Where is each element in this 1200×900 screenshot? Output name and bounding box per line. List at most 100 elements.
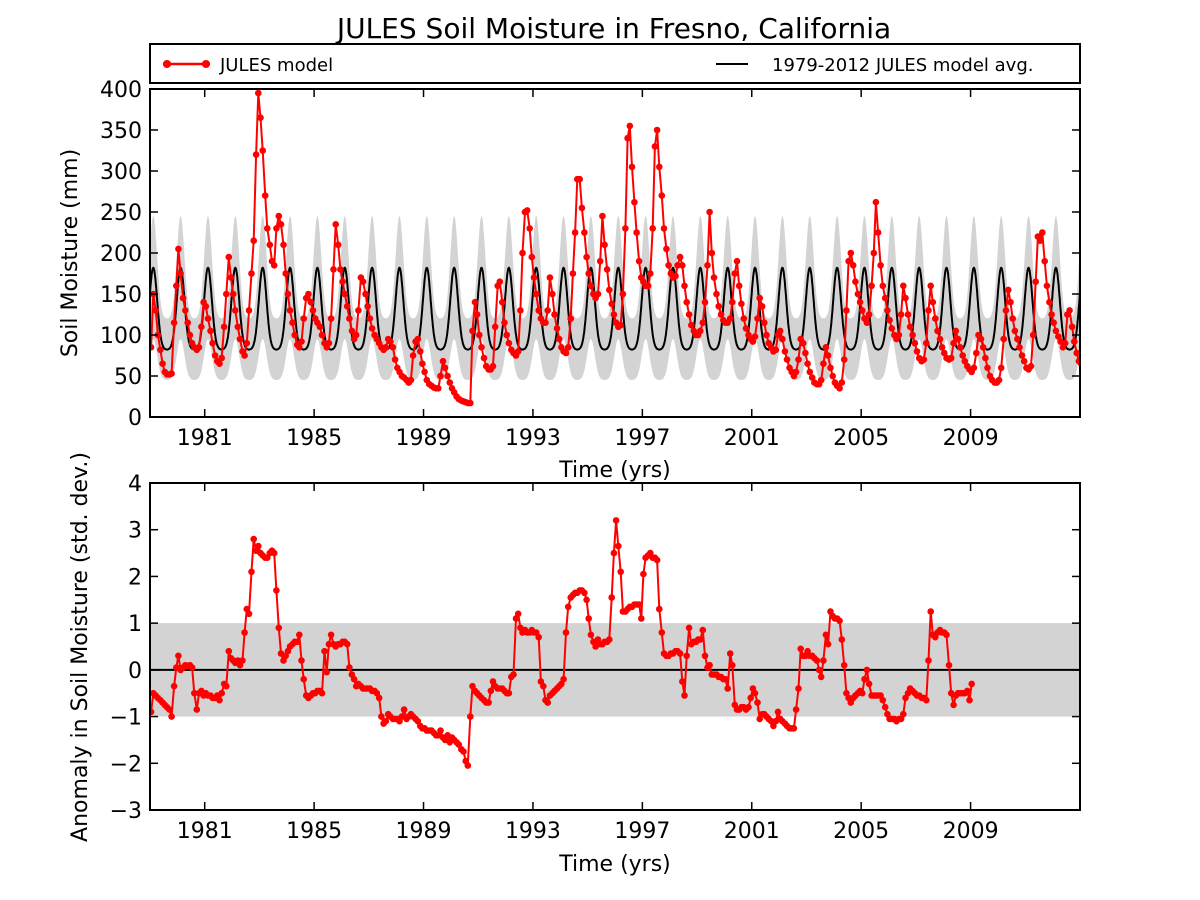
model-data-point — [298, 338, 305, 345]
model-data-point — [1011, 327, 1019, 335]
model-data-point — [879, 282, 887, 290]
model-data-point — [252, 151, 260, 158]
bottom-x-tick-label: 1997 — [614, 819, 670, 844]
model-data-point — [1009, 315, 1016, 322]
model-data-point — [653, 126, 661, 134]
model-data-point — [674, 262, 681, 269]
model-data-point — [1066, 307, 1073, 314]
model-data-point — [437, 372, 444, 380]
model-data-point — [284, 290, 292, 298]
model-data-point — [633, 229, 640, 236]
model-data-point — [735, 282, 743, 290]
model-data-point — [904, 311, 912, 318]
model-data-point — [938, 344, 946, 351]
bottom-panel: 1981 1985 1989 1993 1997 2001 2005 2009 −3 −2 −1 0… — [68, 452, 1081, 877]
model-data-point — [186, 331, 194, 339]
model-data-point — [150, 344, 155, 351]
model-data-point — [1029, 331, 1037, 339]
anomaly-data-point — [676, 650, 684, 657]
model-data-point — [551, 311, 558, 318]
model-data-point — [902, 294, 909, 302]
model-data-point — [1005, 286, 1012, 294]
model-data-point — [845, 257, 852, 265]
anomaly-data-point — [815, 666, 823, 674]
anomaly-data-point — [817, 673, 825, 681]
model-data-point — [282, 270, 290, 277]
model-data-point — [884, 307, 891, 314]
model-data-point — [997, 364, 1005, 372]
model-data-point — [273, 225, 280, 232]
model-data-point — [843, 307, 850, 314]
model-data-point — [729, 298, 736, 306]
model-data-point — [1020, 357, 1028, 365]
model-data-point — [795, 356, 802, 363]
model-data-point — [583, 253, 590, 261]
anomaly-data-point — [485, 699, 492, 706]
model-data-point — [934, 327, 941, 335]
model-data-point — [232, 307, 239, 314]
model-data-point — [731, 270, 739, 277]
model-data-point — [496, 278, 504, 286]
model-data-point — [799, 339, 807, 347]
anomaly-data-point — [656, 605, 663, 613]
model-data-point — [581, 229, 588, 236]
model-data-point — [824, 352, 832, 359]
top-panel: 1981 1985 1989 1993 1997 2001 2005 2009 0 50 100 1… — [58, 78, 1081, 483]
anomaly-data-point — [350, 675, 358, 683]
model-data-point — [624, 134, 631, 142]
bottom-y-tick-label: 2 — [128, 565, 142, 590]
anomaly-data-point — [327, 631, 335, 639]
anomaly-data-point — [859, 689, 866, 697]
anomaly-data-point — [245, 610, 253, 618]
model-data-point — [270, 262, 278, 269]
model-data-point — [514, 348, 522, 355]
anomaly-data-point — [945, 661, 953, 669]
model-data-point — [489, 362, 497, 370]
model-data-point — [1055, 333, 1062, 340]
anomaly-data-point — [820, 657, 827, 664]
anomaly-data-point — [188, 664, 196, 671]
model-data-point — [688, 321, 695, 329]
model-data-point — [286, 307, 294, 314]
model-data-point — [159, 360, 166, 368]
legend-swatch-model-marker — [202, 60, 210, 68]
model-data-point — [622, 225, 629, 232]
bottom-x-tick-label: 1981 — [177, 819, 233, 844]
model-data-point — [173, 282, 180, 290]
model-data-point — [649, 225, 656, 232]
top-y-tick-label: 400 — [100, 78, 142, 103]
model-data-point — [248, 270, 255, 277]
model-data-point — [476, 331, 483, 339]
anomaly-data-point — [585, 615, 592, 622]
model-data-point — [528, 253, 536, 261]
model-data-point — [469, 327, 476, 335]
top-x-tick-label: 2009 — [943, 426, 999, 451]
anomaly-data-point — [223, 682, 230, 690]
model-data-point — [480, 354, 488, 362]
model-data-point — [708, 249, 716, 257]
model-data-point — [362, 290, 369, 298]
model-data-point — [806, 368, 814, 376]
model-data-point — [601, 241, 608, 249]
anomaly-data-point — [254, 542, 262, 550]
bottom-y-tick-label: 1 — [128, 612, 142, 637]
model-data-point — [505, 339, 513, 347]
anomaly-data-point — [824, 640, 832, 648]
anomaly-data-point — [175, 652, 182, 660]
model-data-point — [631, 198, 638, 206]
model-data-point — [264, 225, 271, 232]
anomaly-data-point — [296, 631, 303, 639]
legend-label-model: JULES model — [219, 55, 333, 76]
anomaly-data-point — [560, 675, 567, 683]
model-data-point — [546, 274, 554, 281]
model-data-point — [441, 364, 449, 372]
model-data-point — [241, 352, 248, 359]
bottom-y-axis-label: Anomaly in Soil Moisture (std. dev.) — [68, 452, 93, 842]
model-data-point — [952, 327, 960, 335]
model-data-point — [651, 143, 659, 150]
model-data-point — [596, 257, 604, 265]
anomaly-data-point — [822, 631, 830, 639]
bottom-y-ticks: −3 −2 −1 0 1 2 3 4 — [110, 472, 1080, 824]
model-data-point — [701, 298, 709, 306]
model-data-point — [817, 376, 825, 384]
